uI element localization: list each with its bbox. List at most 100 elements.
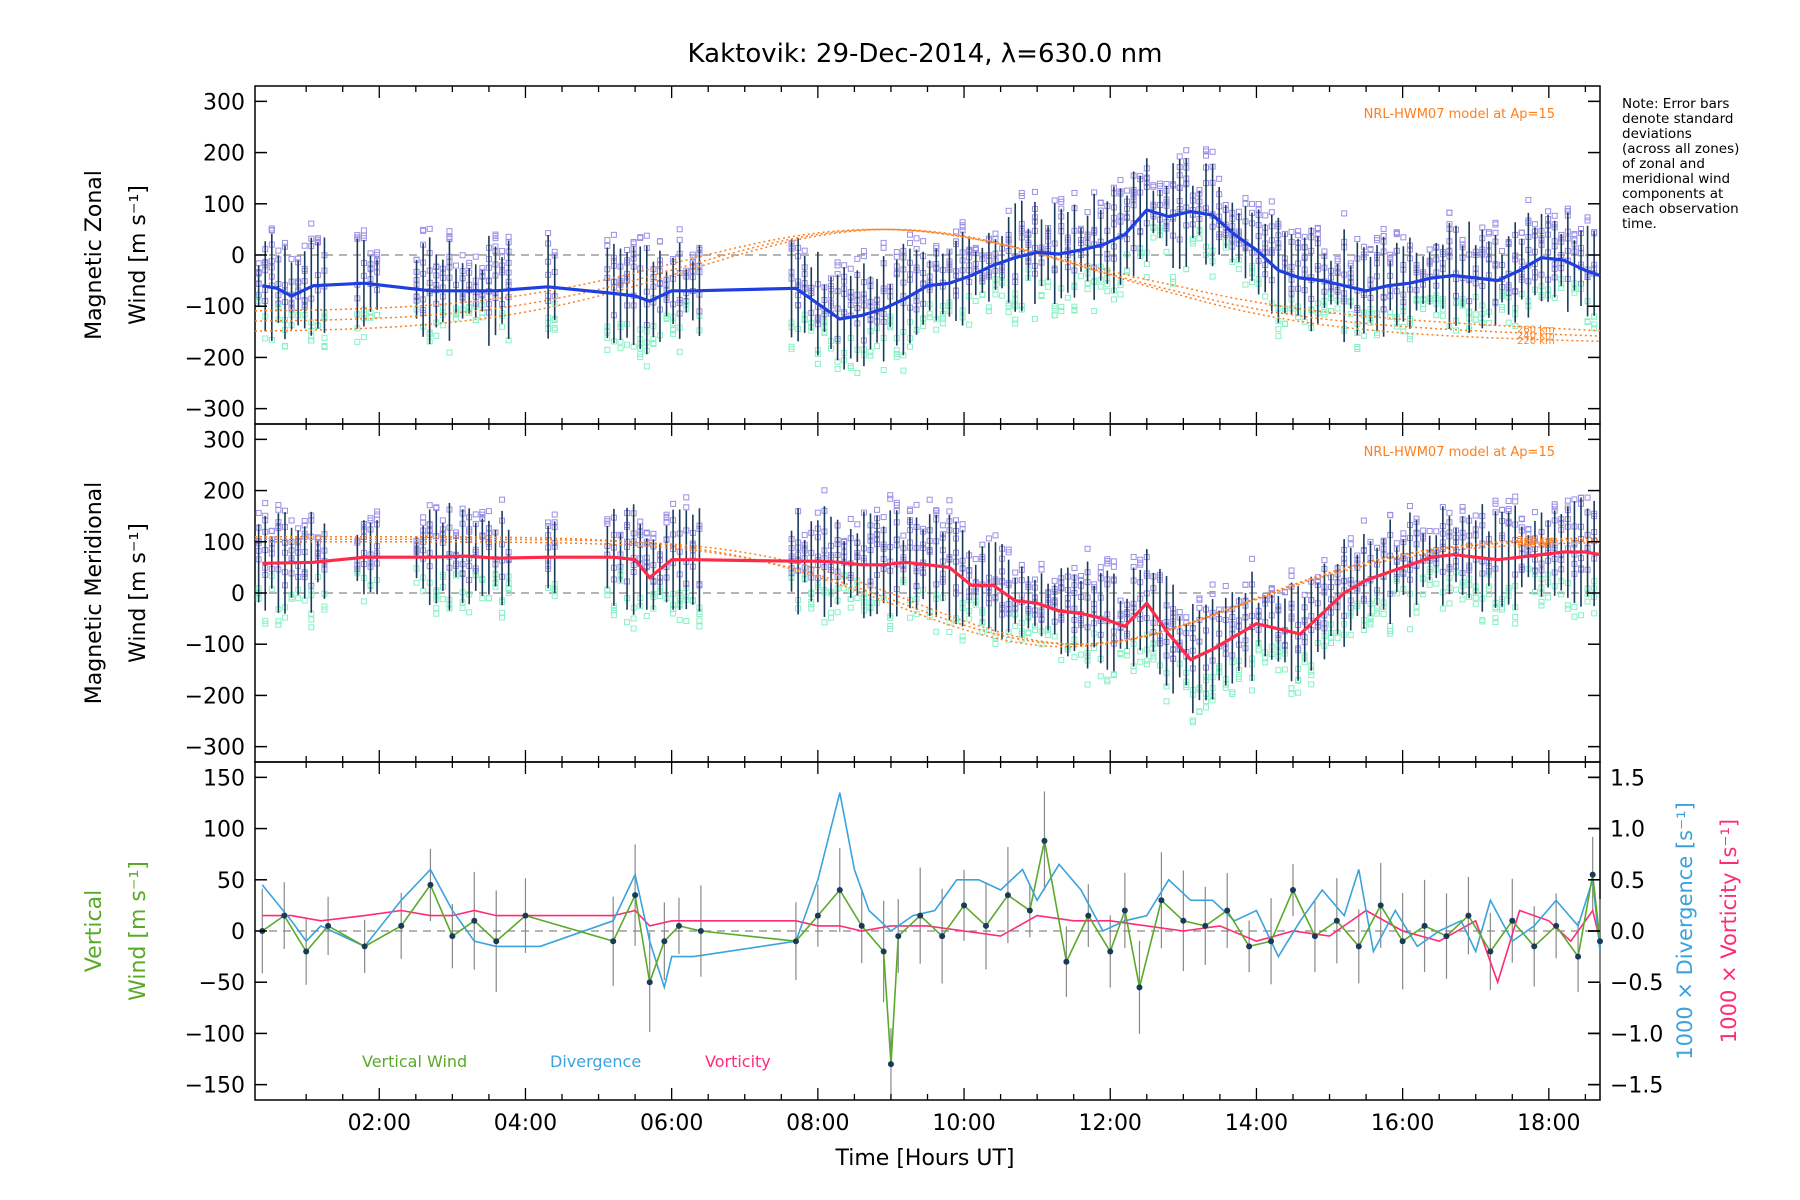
zone-sample <box>1518 229 1525 236</box>
zone-sample <box>854 369 861 376</box>
zone-sample <box>1130 553 1137 560</box>
zone-sample <box>1281 320 1288 327</box>
zone-sample <box>854 595 861 602</box>
zone-sample <box>1183 147 1190 154</box>
zone-sample <box>630 615 637 622</box>
zone-sample <box>1571 613 1578 620</box>
zone-sample <box>900 367 907 374</box>
zone-sample <box>637 351 644 358</box>
zone-sample <box>1512 322 1519 329</box>
zone-sample <box>1400 234 1407 241</box>
zone-sample <box>1176 153 1183 160</box>
zone-sample <box>637 234 644 241</box>
zone-sample <box>1347 535 1354 542</box>
zone-sample <box>1420 305 1427 312</box>
zone-sample <box>1071 303 1078 310</box>
zone-sample <box>1380 225 1387 232</box>
vertical-wind-point <box>281 912 288 919</box>
zone-sample <box>1268 198 1275 205</box>
y-tick-label: 0 <box>231 582 245 607</box>
zone-sample <box>1387 313 1394 320</box>
zone-sample <box>1038 560 1045 567</box>
x-tick-label: 18:00 <box>1517 1111 1580 1136</box>
zone-sample <box>1420 527 1427 534</box>
zone-sample <box>1308 672 1315 679</box>
zone-sample <box>939 522 946 529</box>
zone-sample <box>1571 289 1578 296</box>
zone-sample <box>1288 685 1295 692</box>
meridional-model-label: NRL-HWM07 model at Ap=15 <box>1364 445 1555 460</box>
zone-sample <box>1203 146 1210 153</box>
wind-line <box>262 550 1601 662</box>
zone-sample <box>1031 188 1038 195</box>
zone-sample <box>630 625 637 632</box>
zone-sample <box>854 255 861 262</box>
zone-sample <box>1492 615 1499 622</box>
zone-sample <box>860 248 867 255</box>
zone-sample <box>1163 248 1170 255</box>
zone-sample <box>1472 311 1479 318</box>
zone-sample <box>893 499 900 506</box>
zone-sample <box>281 343 288 350</box>
x-axis-label: Time [Hours UT] <box>835 1146 1015 1171</box>
zone-sample <box>1393 231 1400 238</box>
zone-sample <box>1078 273 1085 280</box>
divergence-ylabel: 1000 × Divergence [s⁻¹] <box>1673 802 1697 1060</box>
chart-title: Kaktovik: 29-Dec-2014, λ=630.0 nm <box>688 39 1163 69</box>
vertical-wind-point <box>1589 871 1596 878</box>
zone-sample <box>1150 182 1157 189</box>
zone-sample <box>900 532 907 539</box>
zone-sample <box>1084 681 1091 688</box>
zone-sample <box>301 597 308 604</box>
zone-sample <box>1328 639 1334 646</box>
zone-sample <box>676 348 683 355</box>
zone-sample <box>1097 283 1104 290</box>
zone-sample <box>439 517 446 524</box>
zone-sample <box>275 618 282 625</box>
y-tick-label: 100 <box>203 818 245 843</box>
zone-sample <box>1203 704 1210 711</box>
zone-sample <box>1512 620 1519 627</box>
vertical-wind-point <box>1531 943 1538 950</box>
zone-sample <box>1393 540 1400 547</box>
zone-sample <box>1459 507 1466 514</box>
zone-sample <box>1150 183 1157 190</box>
y-tick-label: 200 <box>203 480 245 505</box>
zone-sample <box>926 314 933 321</box>
vertical-wind-point <box>982 922 989 929</box>
vertical-wind-point <box>632 892 639 899</box>
zone-sample <box>1406 626 1413 633</box>
zone-sample <box>1031 626 1038 633</box>
vertical-wind-point <box>858 922 865 929</box>
zone-sample <box>1005 546 1012 553</box>
model-altitude-label: 240 km <box>1517 535 1555 546</box>
zone-sample <box>1110 671 1117 678</box>
zone-sample <box>1341 210 1348 217</box>
zone-sample <box>953 228 960 235</box>
zone-sample <box>992 640 999 647</box>
zone-sample <box>1354 346 1361 353</box>
zone-sample <box>1058 198 1065 205</box>
zone-sample <box>479 511 486 518</box>
zone-sample <box>946 497 953 504</box>
zone-sample <box>1222 684 1229 691</box>
zone-sample <box>1150 656 1157 663</box>
y-tick-label: −50 <box>199 971 245 996</box>
zone-sample <box>1038 293 1045 300</box>
wind-line <box>262 208 1601 321</box>
zone-sample <box>867 352 874 359</box>
zone-sample <box>1196 708 1203 715</box>
zone-sample <box>893 249 900 256</box>
zone-sample <box>1360 517 1367 524</box>
x-tick-label: 08:00 <box>786 1111 849 1136</box>
zone-sample <box>1367 245 1374 252</box>
zone-sample <box>1584 494 1591 501</box>
zone-sample <box>439 322 446 329</box>
zone-sample <box>1426 581 1433 588</box>
vertical-wind-point <box>1136 984 1143 991</box>
zone-sample <box>275 247 282 254</box>
y-tick-label: 150 <box>203 766 245 791</box>
zone-sample <box>1479 618 1486 625</box>
x-tick-label: 06:00 <box>640 1111 703 1136</box>
zone-sample <box>1314 225 1321 232</box>
